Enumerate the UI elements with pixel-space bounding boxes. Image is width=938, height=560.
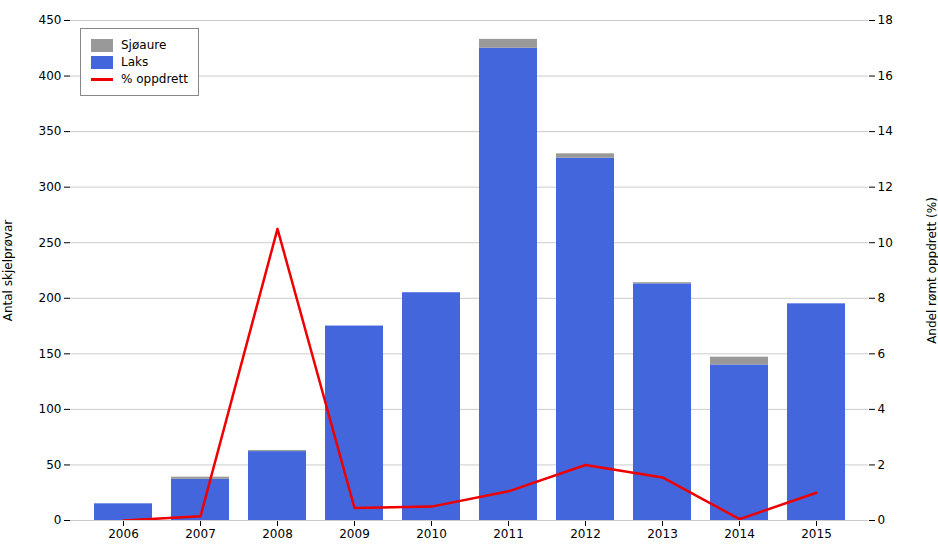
svg-text:2010: 2010 [416,527,447,541]
html-text:% oppdrett: % oppdrett [121,72,188,86]
svg-text:2: 2 [878,458,886,472]
html-text:Laks: Laks [121,55,149,69]
svg-text:150: 150 [39,347,62,361]
svg-text:2011: 2011 [493,527,524,541]
svg-text:300: 300 [39,180,62,194]
svg-text:2007: 2007 [185,527,216,541]
svg-text:2009: 2009 [339,527,370,541]
svg-text:6: 6 [878,347,886,361]
svg-text:2013: 2013 [647,527,678,541]
svg-text:Antal skjelprøvar: Antal skjelprøvar [1,220,15,322]
svg-text:16: 16 [878,69,893,83]
svg-text:0: 0 [878,513,886,527]
svg-text:10: 10 [878,236,893,250]
svg-text:50: 50 [46,458,61,472]
html-text:Sjøaure: Sjøaure [121,38,167,52]
svg-text:2012: 2012 [570,527,601,541]
svg-text:2008: 2008 [262,527,293,541]
svg-text:14: 14 [878,124,893,138]
svg-text:2006: 2006 [108,527,139,541]
svg-text:4: 4 [878,402,886,416]
svg-text:250: 250 [39,236,62,250]
svg-text:12: 12 [878,180,893,194]
svg-text:2014: 2014 [724,527,755,541]
svg-text:Andel rømt oppdrett (%): Andel rømt oppdrett (%) [925,197,938,344]
svg-text:18: 18 [878,13,893,27]
svg-text:200: 200 [39,291,62,305]
svg-text:450: 450 [39,13,62,27]
svg-text:2015: 2015 [801,527,832,541]
svg-text:100: 100 [39,402,62,416]
svg-text:350: 350 [39,124,62,138]
svg-text:8: 8 [878,291,886,305]
svg-text:400: 400 [39,69,62,83]
svg-text:0: 0 [54,513,62,527]
